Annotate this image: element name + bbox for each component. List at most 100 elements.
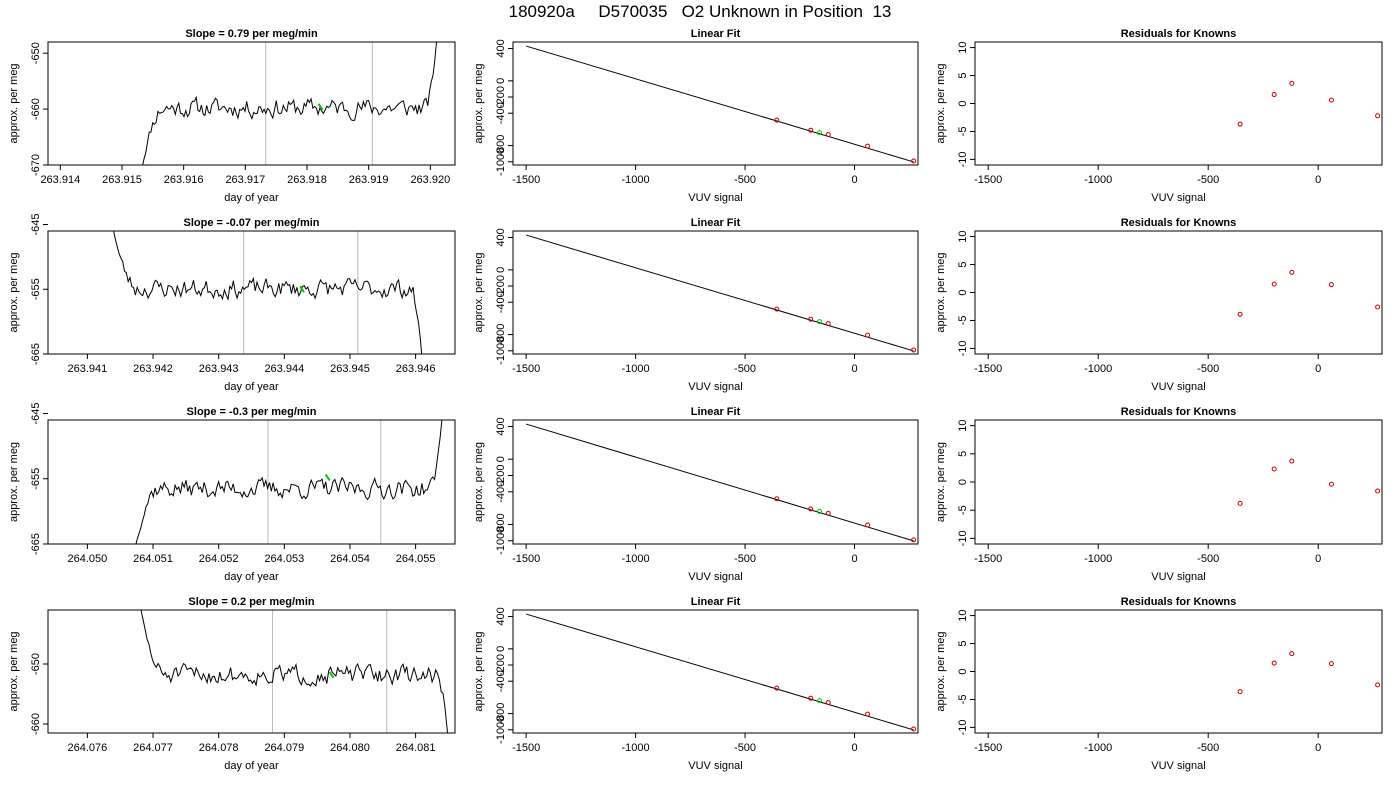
x-tick-label: 263.916 <box>164 174 204 186</box>
unknown-point <box>816 130 822 136</box>
y-tick-label: -200 <box>495 275 507 297</box>
plot-frame <box>512 230 919 355</box>
plot-frame <box>47 41 456 166</box>
y-tick-label: 10 <box>957 609 969 621</box>
y-tick-label: -10 <box>957 340 969 356</box>
plot-area <box>1237 458 1381 506</box>
panel-r2-fit: Linear Fit-1500 -1000 -500 0-1000-800-400-2… <box>473 217 919 393</box>
x-tick-label: -1000 <box>1084 363 1112 375</box>
y-tick-label: -650 <box>30 42 42 64</box>
residual-point <box>1271 92 1277 98</box>
y-tick-label: 5 <box>957 640 969 646</box>
plot-area <box>1237 80 1381 127</box>
x-tick-label: 264.051 <box>133 553 173 565</box>
y-tick-label: 5 <box>957 72 969 78</box>
panel-r4-fit: Linear Fit-1500 -1000 -500 0-1000-800-400-2… <box>473 596 919 772</box>
y-tick-label: -655 <box>30 468 42 490</box>
panel-r4-time: Slope = 0.2 per meg/min 264.076 264.077 264… <box>8 596 456 772</box>
x-tick-label: -1500 <box>974 174 1002 186</box>
known-point <box>825 700 831 706</box>
x-tick-label: 0 <box>851 553 857 565</box>
y-tick-label: -10 <box>957 151 969 167</box>
panel-title: Slope = 0.79 per meg/min <box>185 28 318 40</box>
y-tick-label: 5 <box>957 451 969 457</box>
y-tick-label: 10 <box>957 230 969 242</box>
y-tick-label: -400 <box>495 291 507 313</box>
plot-frame <box>512 419 919 545</box>
known-point <box>911 158 917 164</box>
y-axis-label: approx. per meg <box>935 252 947 332</box>
x-tick-label: 0 <box>1315 363 1321 375</box>
x-tick-label: -500 <box>1197 174 1219 186</box>
panel-r1-time: Slope = 0.79 per meg/min 263.914 263.915 26… <box>8 28 456 204</box>
residual-point <box>1375 682 1381 688</box>
x-tick-label: -1000 <box>622 174 650 186</box>
y-axis-label: approx. per meg <box>8 631 20 711</box>
panel-title: Slope = -0.3 per meg/min <box>187 406 317 418</box>
x-tick-label: 264.052 <box>199 553 239 565</box>
x-tick-label: 0 <box>1315 742 1321 754</box>
x-tick-label: 264.077 <box>133 742 173 754</box>
x-axis-label: VUV signal <box>688 760 742 772</box>
panel-r1-resid: Residuals for Knowns -1500 -1000 -500 0 -10 -5… <box>935 28 1383 204</box>
y-axis-label: approx. per meg <box>8 442 20 522</box>
y-tick-label: 400 <box>495 607 507 625</box>
y-axis-label: approx. per meg <box>935 63 947 143</box>
x-tick-label: 264.081 <box>396 742 436 754</box>
y-axis-label: approx. per meg <box>473 442 485 522</box>
y-tick-label: -670 <box>30 154 42 176</box>
panel-title: Linear Fit <box>691 217 741 229</box>
x-axis-label: VUV signal <box>1151 381 1205 393</box>
plot-frame <box>47 419 456 545</box>
known-point <box>825 321 831 327</box>
x-axis-label: VUV signal <box>1151 571 1205 583</box>
panel-title: Linear Fit <box>691 406 741 418</box>
y-tick-label: -5 <box>957 695 969 705</box>
plot-area <box>525 613 917 732</box>
y-tick-label: -5 <box>957 316 969 326</box>
known-point <box>774 496 780 502</box>
plot-area <box>140 610 449 733</box>
known-point <box>865 143 871 149</box>
x-axis-label: day of year <box>224 381 279 393</box>
plot-area <box>525 423 917 543</box>
known-point <box>865 522 871 528</box>
residual-point <box>1375 113 1381 119</box>
y-tick-label: 0 <box>957 289 969 295</box>
plot-frame <box>974 419 1383 545</box>
plot-frame <box>512 609 919 734</box>
y-tick-label: 400 <box>495 228 507 246</box>
data-trace <box>113 231 423 354</box>
x-tick-label: 0 <box>851 363 857 375</box>
residual-point <box>1237 121 1243 127</box>
y-tick-label: 0 <box>957 479 969 485</box>
x-tick-label: 264.054 <box>330 553 370 565</box>
known-point <box>774 685 780 691</box>
y-axis-label: approx. per meg <box>8 252 20 332</box>
unknown-average-marker <box>324 473 331 481</box>
x-tick-label: 264.076 <box>68 742 108 754</box>
known-point <box>911 726 917 732</box>
panel-r1-fit: Linear Fit-1500 -1000 -500 0-1000-800-400-2… <box>473 28 919 204</box>
x-axis-label: VUV signal <box>1151 760 1205 772</box>
x-tick-label: -1500 <box>512 363 540 375</box>
panel-title: Residuals for Knowns <box>1121 217 1237 229</box>
residual-point <box>1271 660 1277 666</box>
fit-line <box>525 45 914 163</box>
x-axis-label: day of year <box>224 760 279 772</box>
y-axis-label: approx. per meg <box>935 442 947 522</box>
y-tick-label: 400 <box>495 39 507 57</box>
residual-point <box>1237 689 1243 695</box>
y-tick-label: -800 <box>495 135 507 157</box>
known-point <box>774 117 780 123</box>
plot-frame <box>974 41 1383 166</box>
y-tick-label: -400 <box>495 481 507 503</box>
plot-frame <box>512 41 919 166</box>
residual-point <box>1375 488 1381 494</box>
residual-point <box>1271 466 1277 472</box>
x-tick-label: 263.941 <box>68 363 108 375</box>
unknown-point <box>816 698 822 704</box>
y-tick-label: -200 <box>495 86 507 108</box>
panel-r4-resid: Residuals for Knowns -1500 -1000 -500 0 -10 -5… <box>935 596 1383 772</box>
residual-point <box>1289 458 1295 464</box>
